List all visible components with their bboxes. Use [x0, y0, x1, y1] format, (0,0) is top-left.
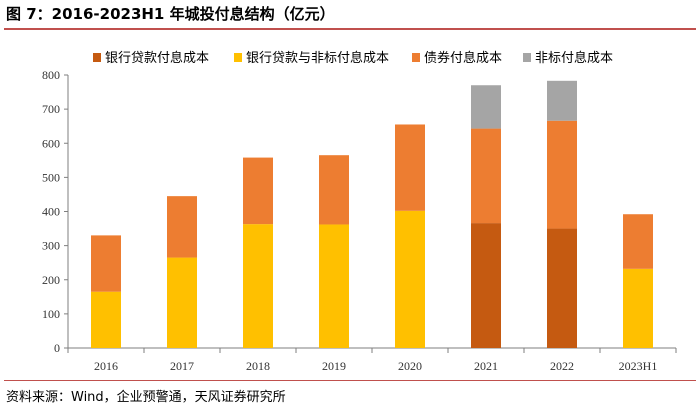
bar-segment-2016-2 [91, 235, 121, 292]
legend: 银行贷款付息成本 银行贷款与非标付息成本 债券付息成本 非标付息成本 [93, 50, 613, 66]
x-tick-label: 2017 [170, 359, 194, 373]
axes [64, 74, 677, 353]
x-tick-label: 2021 [474, 359, 498, 373]
y-tick-label: 700 [42, 102, 60, 116]
title-divider [4, 28, 696, 30]
legend-label: 银行贷款与非标付息成本 [246, 50, 389, 66]
bar-segment-2017-2 [167, 196, 197, 258]
legend-label: 债券付息成本 [424, 50, 502, 66]
source-note: 资料来源：Wind，企业预警通，天风证券研究所 [6, 390, 286, 405]
bar-segment-2021-3 [471, 85, 501, 129]
legend-label: 非标付息成本 [535, 50, 613, 66]
bar-segment-2021-2 [471, 128, 501, 224]
stacked-bar-chart: 银行贷款付息成本 银行贷款与非标付息成本 债券付息成本 非标付息成本 0 100 200 3… [42, 50, 677, 373]
bar-segment-2019-1 [319, 224, 349, 348]
x-tick-label: 2019 [322, 359, 346, 373]
x-tick-label: 2023H1 [619, 359, 658, 373]
x-tick-label: 2016 [94, 359, 118, 373]
y-tick-label: 0 [54, 341, 60, 355]
source-divider [4, 380, 696, 381]
bar-segment-2016-1 [91, 291, 121, 348]
y-tick-label: 600 [42, 136, 60, 150]
x-tick-label: 2020 [398, 359, 422, 373]
bar-segment-2018-2 [243, 157, 273, 225]
bar-segment-2022-0 [547, 228, 577, 348]
bar-segment-2020-1 [395, 210, 425, 348]
y-tick-label: 200 [42, 273, 60, 287]
legend-label: 银行贷款付息成本 [105, 50, 209, 66]
bar-segment-2021-0 [471, 223, 501, 348]
x-tick-label: 2022 [550, 359, 574, 373]
bar-segment-2019-2 [319, 155, 349, 225]
legend-swatch [523, 53, 531, 62]
y-axis-labels: 0 100 200 300 400 500 600 700 800 [42, 68, 60, 355]
figure-title: 图 7：2016-2023H1 年城投付息结构（亿元） [6, 5, 335, 23]
y-tick-label: 800 [42, 68, 60, 82]
x-axis-labels: 2016 2017 2018 2019 2020 2021 2022 2023H1 [94, 359, 657, 373]
y-tick-label: 300 [42, 239, 60, 253]
bars [91, 80, 653, 348]
bar-segment-2018-1 [243, 224, 273, 348]
bar-segment-2022-2 [547, 120, 577, 229]
bar-segment-2023H1-2 [623, 214, 653, 269]
bar-segment-2020-2 [395, 124, 425, 211]
bar-segment-2017-1 [167, 257, 197, 348]
y-tick-label: 500 [42, 170, 60, 184]
y-tick-label: 100 [42, 307, 60, 321]
bar-segment-2022-3 [547, 80, 577, 121]
y-tick-label: 400 [42, 205, 60, 219]
legend-swatch [412, 53, 420, 62]
legend-swatch [234, 53, 242, 62]
legend-swatch [93, 53, 101, 62]
bar-segment-2023H1-1 [623, 268, 653, 348]
x-tick-label: 2018 [246, 359, 270, 373]
